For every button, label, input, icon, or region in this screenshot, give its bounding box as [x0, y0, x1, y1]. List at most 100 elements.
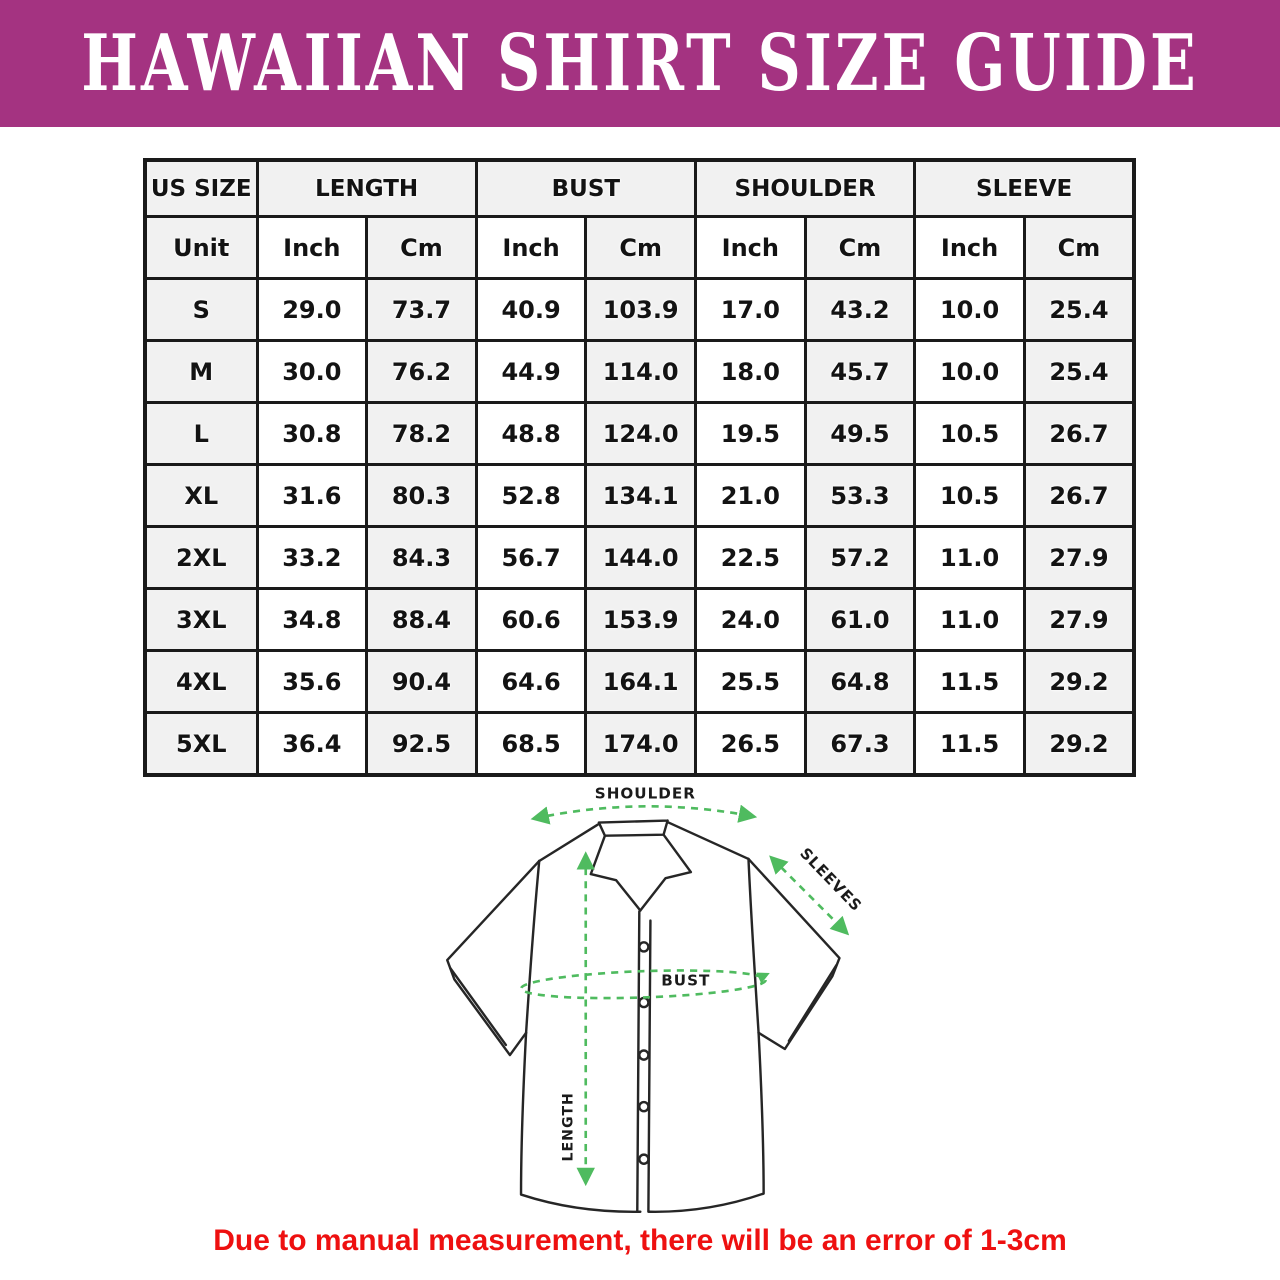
table-row-3xl: 3XL 34.8 88.4 60.6 153.9 24.0 61.0 11.0 … [143, 587, 1136, 652]
value-cell: 68.5 [474, 711, 588, 777]
shoulder-measure-arrow [530, 804, 758, 825]
value-cell: 11.0 [913, 587, 1026, 652]
value-cell: 134.1 [584, 463, 697, 528]
value-cell: 24.0 [694, 587, 807, 652]
value-cell: 36.4 [255, 711, 369, 777]
value-cell: 17.0 [694, 277, 807, 342]
unit-label: Unit [143, 215, 259, 280]
col-header-length: LENGTH [255, 158, 478, 218]
value-cell: 153.9 [584, 587, 697, 652]
size-label: M [143, 339, 259, 404]
measurement-note: Due to manual measurement, there will be… [213, 1224, 1067, 1257]
table-unit-row: Unit Inch Cm Inch Cm Inch Cm Inch Cm [143, 215, 1136, 280]
value-cell: 164.1 [584, 649, 697, 714]
length-label: LENGTH [561, 1092, 577, 1161]
value-cell: 124.0 [584, 401, 697, 466]
size-label: 5XL [143, 711, 259, 777]
col-header-sleeve: SLEEVE [913, 158, 1136, 218]
value-cell: 92.5 [365, 711, 478, 777]
value-cell: 73.7 [365, 277, 478, 342]
value-cell: 64.8 [803, 649, 917, 714]
shirt-buttons [638, 941, 650, 1165]
value-cell: 33.2 [255, 525, 369, 590]
value-cell: 27.9 [1022, 525, 1136, 590]
table-row-4xl: 4XL 35.6 90.4 64.6 164.1 25.5 64.8 11.5 … [143, 649, 1136, 714]
value-cell: 25.5 [694, 649, 807, 714]
value-cell: 174.0 [584, 711, 697, 777]
unit-cell: Cm [803, 215, 917, 280]
size-label: 3XL [143, 587, 259, 652]
unit-cell: Inch [255, 215, 369, 280]
unit-cell: Inch [694, 215, 807, 280]
size-label: L [143, 401, 259, 466]
value-cell: 30.8 [255, 401, 369, 466]
value-cell: 61.0 [803, 587, 917, 652]
value-cell: 11.5 [913, 711, 1026, 777]
value-cell: 27.9 [1022, 587, 1136, 652]
value-cell: 53.3 [803, 463, 917, 528]
sleeve-measure-arrow [769, 855, 850, 936]
value-cell: 26.7 [1022, 401, 1136, 466]
size-table: US SIZE LENGTH BUST SHOULDER SLEEVE Unit… [143, 158, 1136, 777]
value-cell: 31.6 [255, 463, 369, 528]
table-row-l: L 30.8 78.2 48.8 124.0 19.5 49.5 10.5 26… [143, 401, 1136, 466]
unit-cell: Inch [913, 215, 1026, 280]
value-cell: 43.2 [803, 277, 917, 342]
table-row-5xl: 5XL 36.4 92.5 68.5 174.0 26.5 67.3 11.5 … [143, 711, 1136, 777]
value-cell: 76.2 [365, 339, 478, 404]
unit-cell: Cm [584, 215, 697, 280]
unit-cell: Cm [365, 215, 478, 280]
value-cell: 30.0 [255, 339, 369, 404]
shoulder-label: SHOULDER [595, 784, 696, 802]
value-cell: 10.5 [913, 401, 1026, 466]
size-label: 4XL [143, 649, 259, 714]
value-cell: 64.6 [474, 649, 588, 714]
table-row-xl: XL 31.6 80.3 52.8 134.1 21.0 53.3 10.5 2… [143, 463, 1136, 528]
value-cell: 10.5 [913, 463, 1026, 528]
col-header-bust: BUST [474, 158, 698, 218]
size-label: 2XL [143, 525, 259, 590]
sleeves-label: SLEEVES [796, 844, 865, 915]
value-cell: 10.0 [913, 339, 1026, 404]
value-cell: 45.7 [803, 339, 917, 404]
value-cell: 78.2 [365, 401, 478, 466]
size-label: S [143, 277, 259, 342]
value-cell: 11.0 [913, 525, 1026, 590]
shirt-measurement-diagram: SHOULDER SLEEVES BUST LENGTH [425, 778, 890, 1228]
value-cell: 52.8 [474, 463, 588, 528]
title-banner: HAWAIIAN SHIRT SIZE GUIDE [0, 0, 1280, 127]
value-cell: 29.0 [255, 277, 369, 342]
size-label: XL [143, 463, 259, 528]
value-cell: 26.5 [694, 711, 807, 777]
value-cell: 22.5 [694, 525, 807, 590]
value-cell: 67.3 [803, 711, 917, 777]
table-row-s: S 29.0 73.7 40.9 103.9 17.0 43.2 10.0 25… [143, 277, 1136, 342]
shirt-outline-drawing [446, 819, 841, 1213]
value-cell: 35.6 [255, 649, 369, 714]
value-cell: 18.0 [694, 339, 807, 404]
unit-cell: Inch [474, 215, 588, 280]
table-row-2xl: 2XL 33.2 84.3 56.7 144.0 22.5 57.2 11.0 … [143, 525, 1136, 590]
col-header-us-size: US SIZE [143, 158, 259, 218]
value-cell: 80.3 [365, 463, 478, 528]
page-title: HAWAIIAN SHIRT SIZE GUIDE [81, 18, 1199, 109]
value-cell: 11.5 [913, 649, 1026, 714]
value-cell: 88.4 [365, 587, 478, 652]
value-cell: 29.2 [1022, 711, 1136, 777]
value-cell: 19.5 [694, 401, 807, 466]
value-cell: 57.2 [803, 525, 917, 590]
value-cell: 84.3 [365, 525, 478, 590]
value-cell: 25.4 [1022, 277, 1136, 342]
bust-measure-ellipse [519, 969, 767, 1000]
value-cell: 48.8 [474, 401, 588, 466]
value-cell: 34.8 [255, 587, 369, 652]
value-cell: 26.7 [1022, 463, 1136, 528]
value-cell: 10.0 [913, 277, 1026, 342]
value-cell: 21.0 [694, 463, 807, 528]
value-cell: 25.4 [1022, 339, 1136, 404]
value-cell: 90.4 [365, 649, 478, 714]
col-header-shoulder: SHOULDER [693, 158, 917, 218]
value-cell: 144.0 [584, 525, 697, 590]
value-cell: 114.0 [584, 339, 697, 404]
